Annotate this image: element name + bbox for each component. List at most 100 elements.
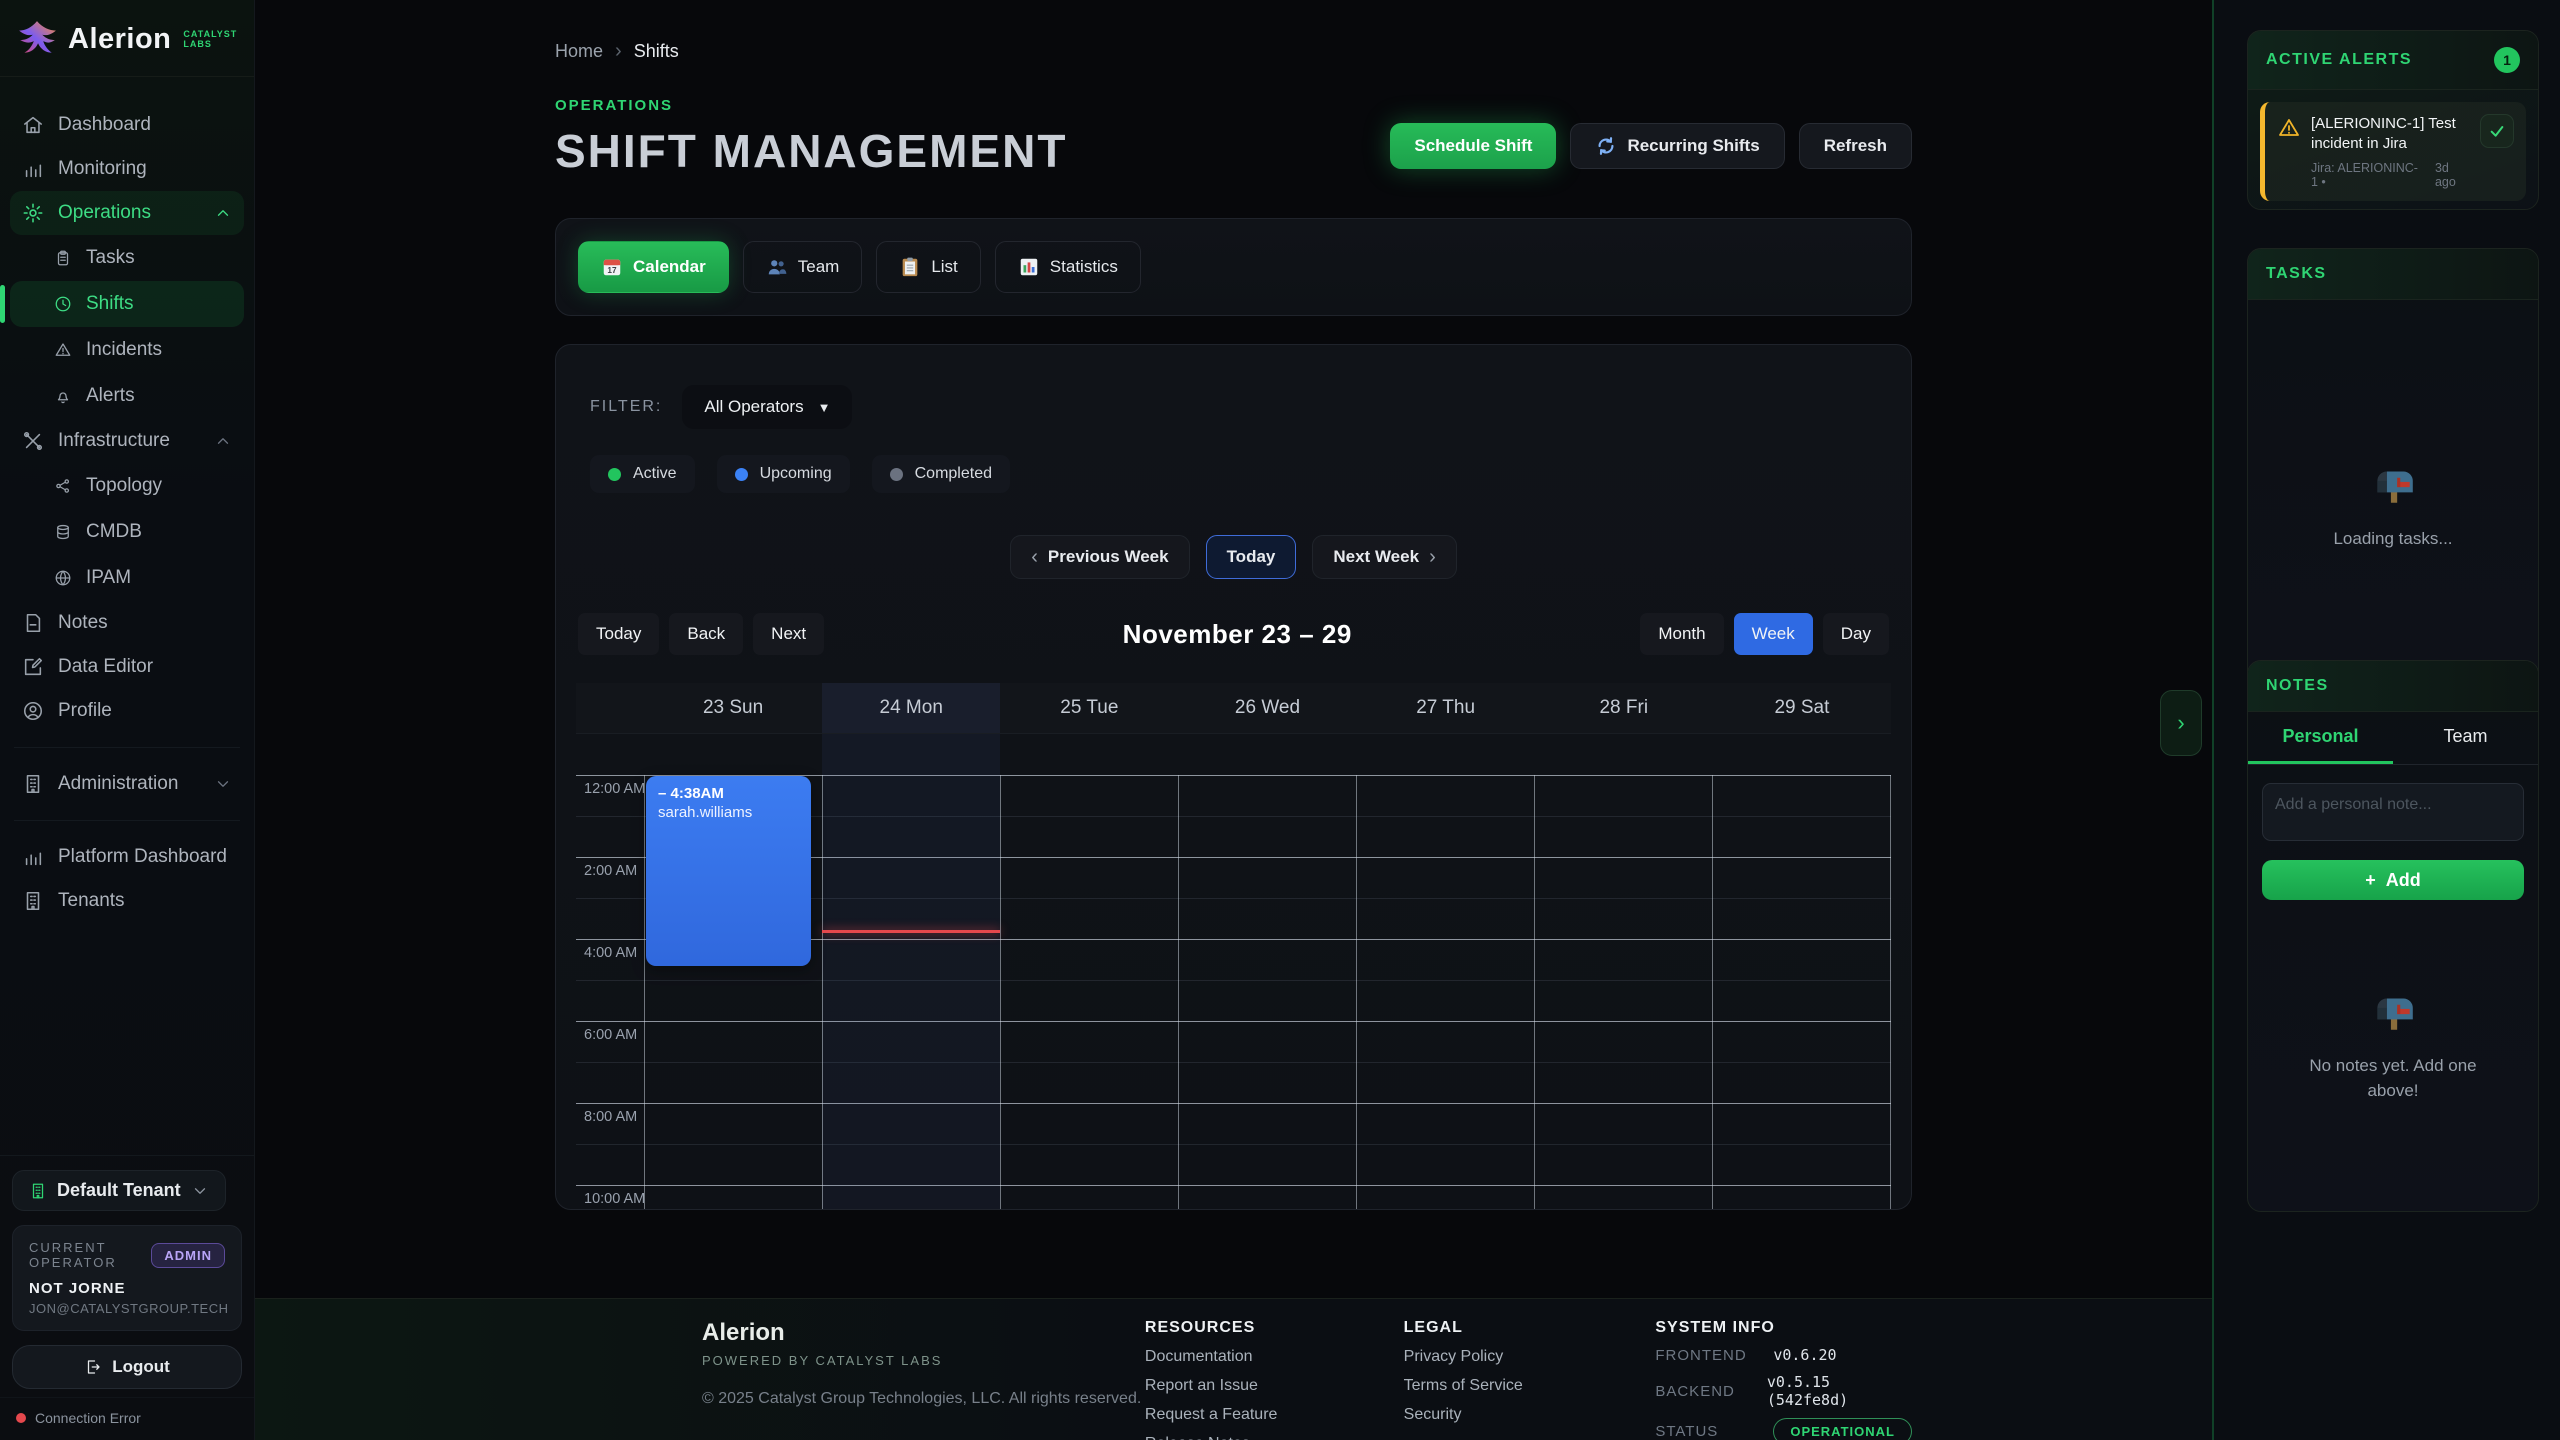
time-label: 4:00 AM	[584, 945, 638, 961]
tab-calendar[interactable]: 17 Calendar	[578, 241, 729, 293]
legal-heading: LEGAL	[1403, 1319, 1463, 1336]
link-security[interactable]: Security	[1403, 1406, 1462, 1423]
notes-tab-personal[interactable]: Personal	[2248, 712, 2393, 764]
status-legend: Active Upcoming Completed	[576, 429, 1891, 493]
shift-event-sarah-williams[interactable]: – 4:38AM sarah.williams	[646, 776, 812, 966]
calendar-next-button[interactable]: Next	[753, 613, 825, 655]
sidebar-item-platform-dashboard[interactable]: Platform Dashboard	[10, 835, 244, 879]
svg-text:17: 17	[607, 266, 617, 275]
brand-suffix: CATALYST LABS	[183, 29, 238, 49]
recurring-shifts-button[interactable]: Recurring Shifts	[1570, 123, 1785, 169]
notes-header: NOTES	[2248, 661, 2538, 712]
tab-team[interactable]: Team	[742, 241, 863, 293]
gear-icon	[22, 202, 44, 224]
previous-week-button[interactable]: ‹ Previous Week	[1010, 535, 1190, 579]
sidebar-item-dashboard[interactable]: Dashboard	[10, 103, 244, 147]
bell-icon	[54, 387, 72, 405]
next-week-label: Next Week	[1333, 547, 1420, 566]
breadcrumb: Home › Shifts	[555, 0, 1912, 63]
calendar-back-button[interactable]: Back	[669, 613, 744, 655]
sidebar-item-alerts[interactable]: Alerts	[10, 373, 244, 419]
sidebar-item-administration[interactable]: Administration	[10, 762, 244, 806]
day-column-wed[interactable]	[1178, 775, 1356, 1209]
tab-list-label: List	[931, 257, 958, 276]
sidebar-item-operations[interactable]: Operations	[10, 191, 244, 235]
tenant-label: Default Tenant	[57, 1180, 181, 1200]
blue-dot-icon	[734, 467, 748, 481]
logout-button[interactable]: Logout	[12, 1345, 242, 1389]
chevron-up-icon	[214, 432, 232, 450]
time-label: 8:00 AM	[584, 1109, 638, 1125]
calendar-toolbar: Today Back Next November 23 – 29 Month W…	[576, 613, 1891, 655]
month-view-button[interactable]: Month	[1640, 613, 1724, 655]
sidebar-item-topology[interactable]: Topology	[10, 463, 244, 509]
sidebar-item-incidents[interactable]: Incidents	[10, 327, 244, 373]
notes-empty-text: No notes yet. Add one above!	[2309, 1056, 2477, 1100]
day-view-button[interactable]: Day	[1822, 613, 1889, 655]
notes-tab-team[interactable]: Team	[2443, 726, 2488, 746]
personal-note-input[interactable]	[2262, 783, 2524, 841]
legend-upcoming-label: Upcoming	[759, 465, 832, 482]
sidebar-item-tasks[interactable]: Tasks	[10, 235, 244, 281]
sidebar-item-profile[interactable]: Profile	[10, 689, 244, 733]
day-column-mon-today[interactable]	[822, 775, 1000, 1209]
day-column-fri[interactable]	[1534, 775, 1712, 1209]
breadcrumb-home[interactable]: Home	[555, 41, 604, 61]
sidebar-item-shifts[interactable]: Shifts	[0, 281, 244, 327]
tools-icon	[22, 430, 44, 452]
link-release-notes[interactable]: Release Notes	[1145, 1435, 1404, 1440]
sidebar-item-infrastructure[interactable]: Infrastructure	[10, 419, 244, 463]
sidebar-item-cmdb[interactable]: CMDB	[10, 509, 244, 555]
day-column-tue[interactable]	[1000, 775, 1178, 1209]
week-view-button[interactable]: Week	[1733, 613, 1813, 655]
sidebar-item-data-editor[interactable]: Data Editor	[10, 645, 244, 689]
document-icon	[22, 612, 44, 634]
calendar-today-button[interactable]: Today	[578, 613, 660, 655]
connection-status-label: Connection Error	[35, 1410, 141, 1426]
pencil-square-icon	[22, 656, 44, 678]
operator-filter-dropdown[interactable]: All Operators ▼	[682, 385, 853, 429]
link-request-feature[interactable]: Request a Feature	[1144, 1406, 1278, 1423]
tab-list[interactable]: List	[876, 241, 981, 293]
link-report-issue[interactable]: Report an Issue	[1144, 1377, 1258, 1394]
logout-icon	[84, 1358, 102, 1376]
today-week-button[interactable]: Today	[1205, 535, 1297, 579]
tasks-header: TASKS	[2248, 249, 2538, 300]
day-column-sat[interactable]	[1712, 775, 1891, 1209]
alert-card[interactable]: [ALERIONINC-1] Test incident in Jira Jir…	[2260, 102, 2526, 201]
day-column-thu[interactable]	[1356, 775, 1534, 1209]
next-week-button[interactable]: Next Week ›	[1312, 535, 1457, 579]
link-terms-of-service[interactable]: Terms of Service	[1403, 1377, 1523, 1394]
tenant-selector[interactable]: Default Tenant	[12, 1170, 226, 1211]
day-header-tue: 25 Tue	[1060, 697, 1119, 718]
sidebar-item-monitoring[interactable]: Monitoring	[10, 147, 244, 191]
legend-completed[interactable]: Completed	[871, 455, 1010, 493]
sidebar-item-tenants[interactable]: Tenants	[10, 879, 244, 923]
warning-triangle-icon	[2277, 116, 2301, 189]
legend-upcoming[interactable]: Upcoming	[716, 455, 850, 493]
operator-email: JON@CATALYSTGROUP.TECH	[29, 1301, 229, 1316]
tab-statistics[interactable]: Statistics	[994, 241, 1141, 293]
schedule-shift-button[interactable]: Schedule Shift	[1390, 123, 1557, 169]
sidebar-item-notes[interactable]: Notes	[10, 601, 244, 645]
current-operator-card: CURRENT OPERATOR ADMIN NOT JORNE JON@CAT…	[12, 1225, 242, 1331]
refresh-button[interactable]: Refresh	[1798, 123, 1912, 169]
footer-system-info-column: SYSTEM INFO FRONTEND v0.6.20 BACKEND v0.…	[1655, 1319, 1912, 1440]
day-header-wed: 26 Wed	[1234, 697, 1301, 718]
day-column-sun[interactable]	[644, 775, 822, 1209]
alert-source: Jira: ALERIONINC-1 •	[2311, 160, 2418, 189]
legend-active[interactable]: Active	[590, 455, 695, 493]
notes-tabs: Personal Team	[2248, 712, 2538, 765]
acknowledge-alert-button[interactable]	[2480, 114, 2514, 148]
link-documentation[interactable]: Documentation	[1144, 1348, 1253, 1365]
sidebar-nav: Dashboard Monitoring Operations Tasks Sh…	[0, 77, 254, 1155]
link-privacy-policy[interactable]: Privacy Policy	[1403, 1348, 1504, 1365]
operational-status-badge: OPERATIONAL	[1773, 1418, 1912, 1440]
system-info-heading: SYSTEM INFO	[1655, 1319, 1775, 1336]
footer-powered-by: POWERED BY CATALYST LABS	[702, 1353, 943, 1368]
sidebar-item-ipam[interactable]: IPAM	[10, 555, 244, 601]
chevron-up-icon	[214, 204, 232, 222]
sidebar-item-label: Monitoring	[58, 158, 147, 179]
right-panel-toggle-button[interactable]: ›	[2160, 690, 2202, 756]
add-note-button[interactable]: + Add	[2262, 860, 2524, 900]
